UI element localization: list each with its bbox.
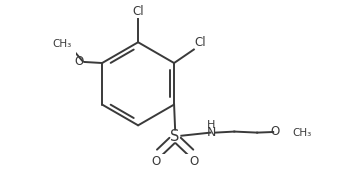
- Text: Cl: Cl: [132, 5, 144, 18]
- Text: O: O: [75, 55, 84, 68]
- Text: N: N: [207, 126, 216, 139]
- Text: CH₃: CH₃: [53, 39, 72, 49]
- Text: CH₃: CH₃: [292, 128, 311, 138]
- Text: O: O: [190, 155, 199, 168]
- Text: S: S: [171, 129, 180, 144]
- Text: Cl: Cl: [195, 36, 206, 49]
- Text: O: O: [270, 126, 279, 138]
- Text: O: O: [151, 155, 160, 168]
- Text: H: H: [207, 120, 216, 130]
